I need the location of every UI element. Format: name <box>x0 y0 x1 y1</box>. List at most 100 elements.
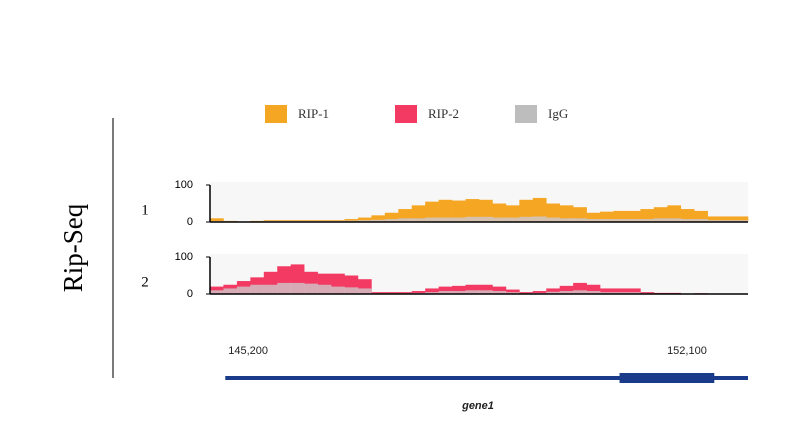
coverage-bar <box>505 289 520 294</box>
coverage-bar <box>640 209 655 222</box>
coverage-bar <box>667 205 682 222</box>
y-tick-label: 0 <box>187 288 193 300</box>
coverage-bar <box>236 286 251 294</box>
coverage-bar <box>357 288 372 294</box>
coverage-bar <box>532 197 547 222</box>
coverage-bar <box>290 282 305 294</box>
coverage-bar <box>479 290 493 294</box>
coverage-bar <box>613 210 628 222</box>
coverage-bar <box>492 286 507 294</box>
coverage-bar <box>640 292 655 294</box>
legend-label: IgG <box>548 106 568 121</box>
coverage-bar <box>546 291 560 294</box>
coverage-bar <box>479 199 493 222</box>
coverage-bar <box>479 216 493 222</box>
coverage-bar <box>492 217 507 222</box>
legend-swatch <box>265 105 287 123</box>
coverage-bar <box>411 205 426 222</box>
coverage-bar <box>438 291 453 294</box>
coverage-bar <box>250 284 265 294</box>
gene-name: gene1 <box>461 400 494 412</box>
coverage-bar <box>425 292 439 294</box>
gene-line <box>225 376 749 380</box>
track-label: 1 <box>141 202 149 218</box>
coordinate-label: 145,200 <box>228 345 268 357</box>
coverage-bar <box>492 203 507 222</box>
coverage-bar <box>613 219 628 222</box>
coverage-bar <box>465 284 480 294</box>
coverage-bar <box>586 291 601 294</box>
coverage-bar <box>398 292 413 294</box>
coverage-bar <box>384 212 399 222</box>
coverage-bar <box>600 219 614 222</box>
coverage-bar <box>465 199 480 222</box>
coverage-bar <box>626 219 641 222</box>
y-tick-label: 100 <box>175 251 193 263</box>
legend-label: RIP-1 <box>298 106 329 121</box>
coverage-bar <box>411 291 426 294</box>
coverage-bar <box>210 290 224 294</box>
coverage-bar <box>532 216 547 222</box>
coverage-bar <box>344 219 359 222</box>
coverage-bar <box>505 217 520 222</box>
coverage-bar <box>438 217 453 222</box>
coverage-bar <box>371 219 386 222</box>
coverage-bar <box>694 210 708 222</box>
coverage-bar <box>223 288 238 294</box>
coverage-bar <box>613 288 628 294</box>
coverage-bar <box>277 282 291 294</box>
coverage-bar <box>371 292 386 294</box>
coverage-bar <box>398 218 413 222</box>
coverage-bar <box>532 291 547 294</box>
y-axis-title: Rip-Seq <box>58 203 88 292</box>
coverage-bar <box>452 217 466 222</box>
coverage-bar <box>344 287 359 294</box>
coverage-bar <box>452 285 466 294</box>
coverage-bar <box>210 218 224 222</box>
coverage-bar <box>317 284 332 294</box>
coverage-bar <box>694 219 708 222</box>
coverage-bar <box>304 283 318 294</box>
coverage-bar <box>492 291 507 294</box>
gene-exon <box>619 373 715 383</box>
y-tick-label: 100 <box>175 179 193 191</box>
coverage-bar <box>438 199 453 222</box>
coverage-bar <box>546 203 560 222</box>
coverage-bar <box>559 218 574 222</box>
coverage-bar <box>505 292 520 294</box>
coverage-bar <box>559 291 574 294</box>
coverage-bar <box>519 216 534 222</box>
coverage-bar <box>411 218 426 222</box>
coverage-bar <box>600 288 614 294</box>
coverage-bar <box>707 216 722 222</box>
coverage-bar <box>559 205 574 222</box>
coverage-bar <box>546 288 560 294</box>
coverage-bar <box>734 220 749 222</box>
coverage-bar <box>586 284 601 294</box>
track-label: 2 <box>141 274 149 290</box>
coverage-bar <box>640 219 655 222</box>
coverage-bar <box>357 220 372 222</box>
coverage-bar <box>559 285 574 294</box>
coverage-bar <box>371 215 386 222</box>
coverage-bar <box>425 288 439 294</box>
coverage-bar <box>626 210 641 222</box>
coverage-bar <box>465 216 480 222</box>
coverage-bar <box>721 220 735 222</box>
coverage-bar <box>600 211 614 222</box>
coverage-bar <box>331 286 345 294</box>
coverage-bar <box>586 212 601 222</box>
coverage-bar <box>546 217 560 222</box>
coverage-bar <box>519 292 534 294</box>
coverage-bar <box>707 220 722 222</box>
coordinate-label: 152,100 <box>667 345 707 357</box>
coverage-bar <box>626 288 641 294</box>
coverage-bar <box>573 282 587 294</box>
coverage-bar <box>721 216 735 222</box>
coverage-bar <box>425 217 439 222</box>
coverage-bar <box>357 217 372 222</box>
coverage-bar <box>667 218 682 222</box>
coverage-bar <box>263 284 278 294</box>
coverage-bar <box>680 219 695 222</box>
